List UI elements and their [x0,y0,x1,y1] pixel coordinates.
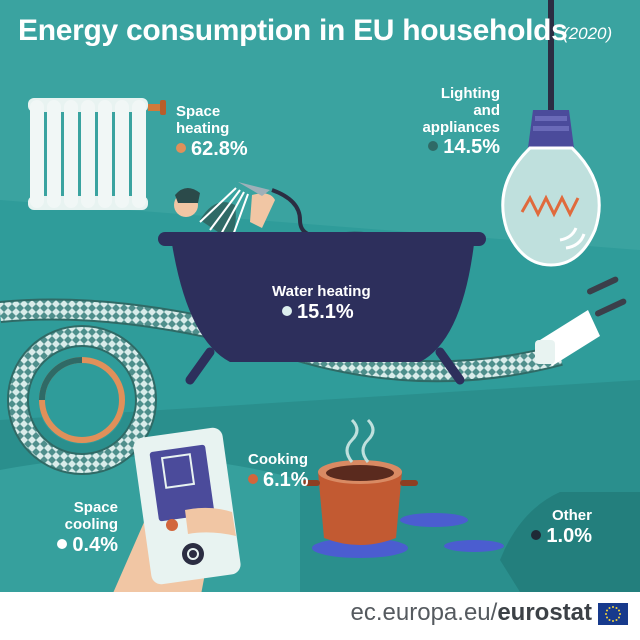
remote-control-icon [110,427,241,600]
space-cooling-name-2: cooling [64,515,118,533]
lighting-name-1: Lighting [440,85,500,102]
site-domain: ec.europa.eu/ [350,599,498,626]
space-heating-value: 62.8% [191,137,248,160]
site-brand: eurostat [497,599,592,626]
cooking-pot-icon [302,418,504,558]
space-cooling-value: 0.4% [72,533,118,556]
page-title: Energy consumption in EU households [18,14,568,47]
cooking-dot [248,473,258,484]
lighting-name-3: appliances [422,118,500,136]
upper-band [0,0,640,250]
label-space-heating: Space heating 62.8% [176,103,248,160]
other-value: 1.0% [546,524,592,547]
lighting-name-2: and [473,101,500,119]
cooking-name: Cooking [248,451,308,468]
plug-icon [535,276,627,366]
year-label: (2020) [563,24,613,43]
light-bulb-icon [501,0,601,267]
site-url[interactable]: ec.europa.eu/eurostat [351,599,592,627]
space-cooling-name-1: Space [73,499,118,516]
bathtub-icon [158,182,486,385]
label-water-heating: Water heating 15.1% [272,283,371,323]
cooking-value: 6.1% [263,468,309,491]
space-cooling-dot [57,538,68,549]
lighting-dot [428,141,439,152]
label-cooking: Cooking 6.1% [248,451,309,491]
water-heating-name: Water heating [272,283,371,300]
lighting-value: 14.5% [443,136,500,159]
other-dot [531,529,542,540]
footer: ec.europa.eu/eurostat [0,592,640,640]
space-heating-name: Space heating [176,103,230,137]
label-lighting: Lighting and appliances 14.5% [396,85,500,159]
radiator-icon [28,98,166,210]
water-heating-value: 15.1% [297,300,354,323]
label-other: Other 1.0% [528,507,592,547]
water-heating-dot [282,305,292,316]
space-heating-dot [176,142,186,153]
other-name: Other [551,507,592,524]
other-panel [500,492,640,592]
label-space-cooling: Space cooling 0.4% [52,499,118,556]
eu-flag-icon [598,603,628,625]
